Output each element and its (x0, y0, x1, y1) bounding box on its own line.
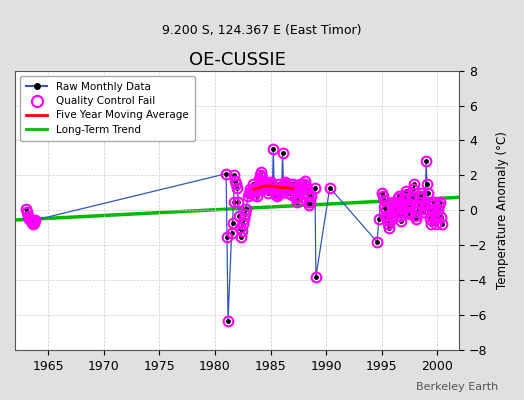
Text: 9.200 S, 124.367 E (East Timor): 9.200 S, 124.367 E (East Timor) (162, 24, 362, 37)
Legend: Raw Monthly Data, Quality Control Fail, Five Year Moving Average, Long-Term Tren: Raw Monthly Data, Quality Control Fail, … (20, 76, 194, 141)
Text: Berkeley Earth: Berkeley Earth (416, 382, 498, 392)
Title: OE-CUSSIE: OE-CUSSIE (189, 51, 286, 69)
Y-axis label: Temperature Anomaly (°C): Temperature Anomaly (°C) (496, 132, 509, 289)
